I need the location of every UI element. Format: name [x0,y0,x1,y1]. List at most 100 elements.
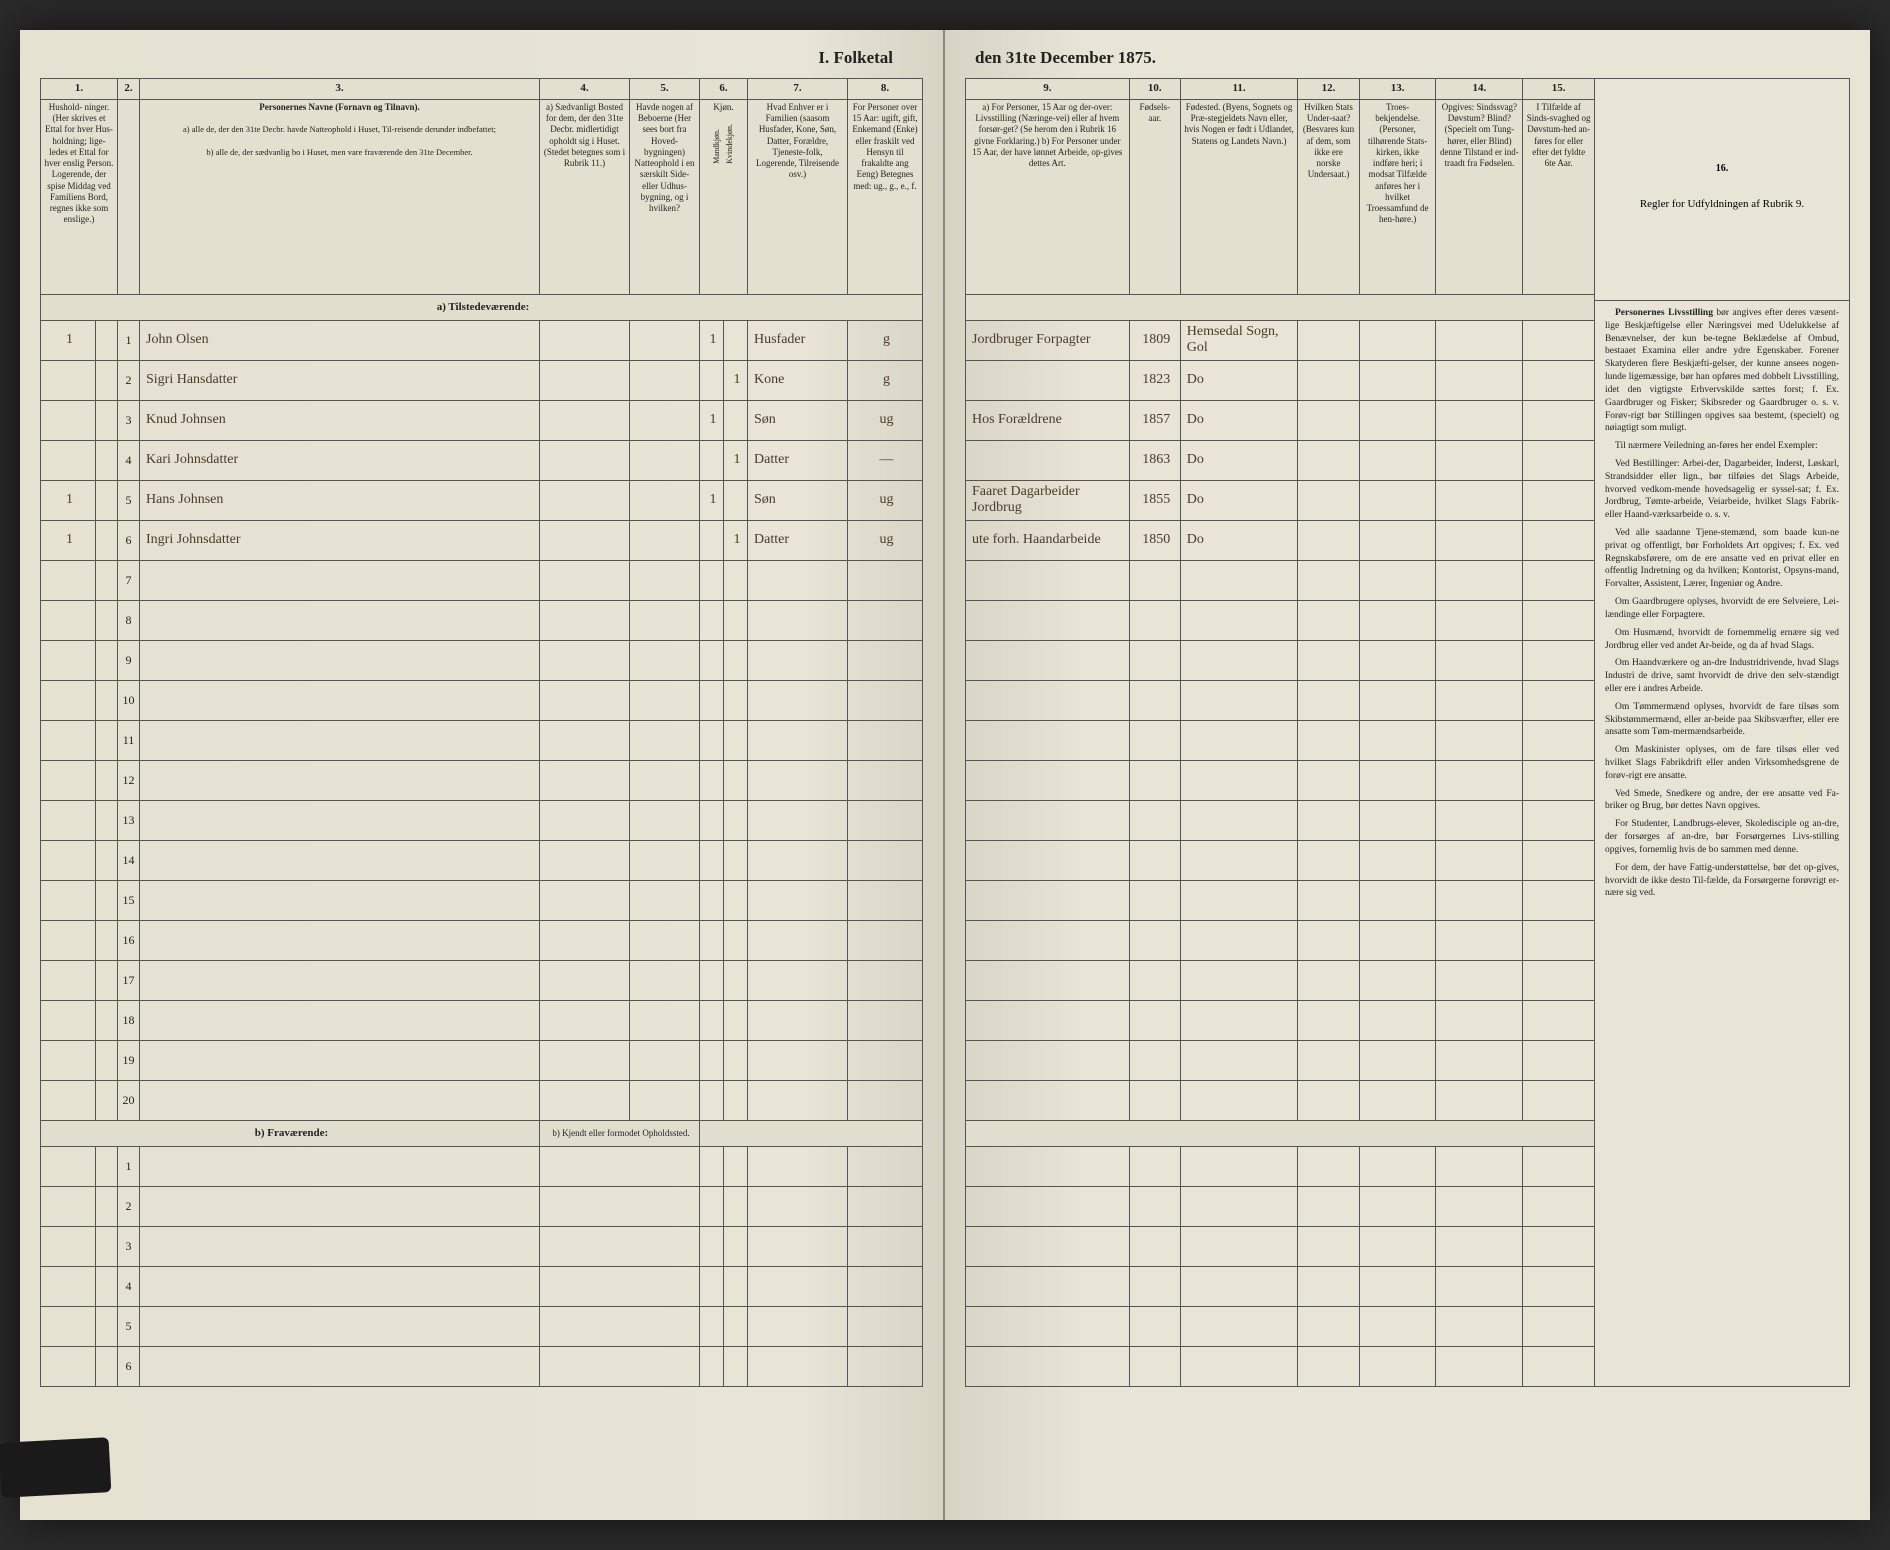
instruction-paragraph: Om Maskinister oplyses, om de fare tilsø… [1605,744,1839,782]
marital: ug [848,400,923,440]
birth-place: Do [1180,400,1298,440]
col-3: 3. [140,79,540,100]
table-row: ute forh. Haandarbeide1850Do [966,520,1595,560]
sex-m: 1 [700,320,724,360]
sex-f: 1 [724,440,748,480]
table-row: 11 [41,720,923,760]
head-c12: Hvilken Stats Under-saat? (Besvares kun … [1298,99,1359,294]
row-number: 3 [118,400,140,440]
hh-mark: 1 [41,320,96,360]
table-row [966,680,1595,720]
head-c5: Havde nogen af Beboerne (Her sees bort f… [630,99,700,294]
table-row: 19 [41,1040,923,1080]
birth-place: Do [1180,440,1298,480]
col-11: 11. [1180,79,1298,100]
head-c3: Personernes Navne (Fornavn og Tilnavn). … [140,99,540,294]
sex-f: 1 [724,520,748,560]
section-a-r [966,294,1595,320]
table-row: 3 [41,1226,923,1266]
relation: Datter [748,440,848,480]
birth-year: 1809 [1129,320,1180,360]
table-row: 3Knud Johnsen 1 Sønug [41,400,923,440]
instruction-paragraph: Ved alle saadanne Tjene-stemænd, som baa… [1605,527,1839,591]
table-row [966,560,1595,600]
birth-place: Hemsedal Sogn, Gol [1180,320,1298,360]
table-row: 15Hans Johnsen1Sønug [41,480,923,520]
table-row [966,1186,1595,1226]
person-name: Knud Johnsen [140,400,540,440]
row-number: 1 [118,320,140,360]
hh-mark [41,440,96,480]
table-row [966,920,1595,960]
col-13: 13. [1359,79,1436,100]
table-row [966,960,1595,1000]
relation: Søn [748,400,848,440]
instruction-paragraph: Om Husmænd, hvorvidt de fornemmelig ernæ… [1605,627,1839,653]
table-row [966,760,1595,800]
sex-f [724,400,748,440]
table-row: 1823Do [966,360,1595,400]
instruction-paragraph: Ved Smede, Snedkere og andre, der ere an… [1605,788,1839,814]
col-12: 12. [1298,79,1359,100]
table-row: 16 [41,920,923,960]
marital: — [848,440,923,480]
occupation: Faaret Dagarbeider Jordbrug [966,480,1130,520]
marital: g [848,360,923,400]
table-row [966,840,1595,880]
occupation: Hos Forældrene [966,400,1130,440]
col-7: 7. [748,79,848,100]
table-row [966,1146,1595,1186]
table-row: 4Kari Johnsdatter1Datter— [41,440,923,480]
section-b: b) Fraværende: [41,1120,540,1146]
ledger-left: 1. 2. 3. 4. 5. 6. 7. 8. Hushold- ninger.… [40,78,923,1387]
table-row [966,880,1595,920]
col-2: 2. [118,79,140,100]
table-row: 1863Do [966,440,1595,480]
sex-f [724,480,748,520]
head-c4: a) Sædvanligt Bosted for dem, der den 31… [540,99,630,294]
relation: Datter [748,520,848,560]
marital: g [848,320,923,360]
left-page: I. Folketal 1. 2. 3. 4. 5. 6. 7. 8. Hush… [20,30,945,1520]
sex-m [700,520,724,560]
head-c9: a) For Personer, 15 Aar og der-over: Liv… [966,99,1130,294]
head-c15: I Tilfælde af Sinds-svaghed og Døvstum-h… [1523,99,1595,294]
table-row [966,720,1595,760]
col-16: 16. [1597,163,1847,174]
table-row [966,1226,1595,1266]
table-row [966,800,1595,840]
right-page: den 31te December 1875. 9. 10. 11. 12. 1… [945,30,1870,1520]
row-number: 4 [118,440,140,480]
table-row: 12 [41,760,923,800]
sex-m: 1 [700,400,724,440]
instruction-paragraph: Personernes Livsstilling bør angives eft… [1605,307,1839,435]
table-row: 13 [41,800,923,840]
table-row: Jordbruger Forpagter1809Hemsedal Sogn, G… [966,320,1595,360]
person-name: Sigri Hansdatter [140,360,540,400]
instruction-paragraph: For Studenter, Landbrugs-elever, Skoledi… [1605,818,1839,856]
section-b-c4: b) Kjendt eller formodet Opholdssted. [540,1120,700,1146]
birth-year: 1857 [1129,400,1180,440]
table-row [966,1080,1595,1120]
head-c11: Fødested. (Byens, Sognets og Præ-stegjel… [1180,99,1298,294]
marital: ug [848,480,923,520]
ledger-right: 9. 10. 11. 12. 13. 14. 15. a) For Person… [965,78,1595,1387]
birth-year: 1855 [1129,480,1180,520]
table-row [966,1000,1595,1040]
table-row: 6 [41,1346,923,1386]
birth-year: 1823 [1129,360,1180,400]
sex-f [724,320,748,360]
archive-clip-icon [0,1437,111,1498]
table-row: 8 [41,600,923,640]
relation: Kone [748,360,848,400]
census-book-spread: I. Folketal 1. 2. 3. 4. 5. 6. 7. 8. Hush… [20,30,1870,1520]
hh-mark [41,400,96,440]
head-c6: Kjøn. Mandkjøn. Kvindekjøn. [700,99,748,294]
col-10: 10. [1129,79,1180,100]
section-b-r [966,1120,1595,1146]
birth-year: 1850 [1129,520,1180,560]
col-6: 6. [700,79,748,100]
table-row [966,640,1595,680]
occupation [966,360,1130,400]
table-row [966,1306,1595,1346]
